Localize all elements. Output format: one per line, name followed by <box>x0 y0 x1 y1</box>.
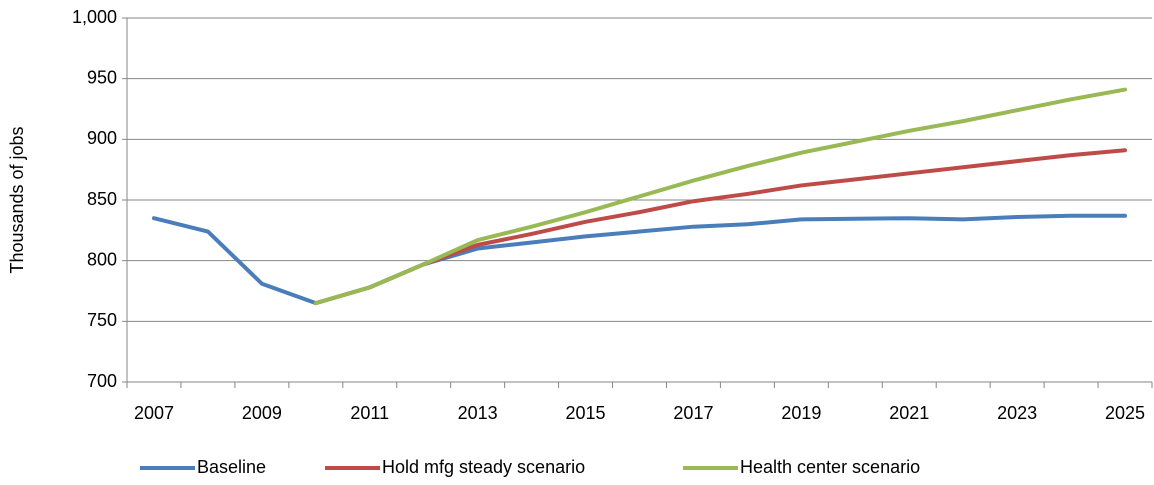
line-series <box>151 213 1128 306</box>
line-series <box>313 87 1128 306</box>
legend-label: Hold mfg steady scenario <box>382 457 585 477</box>
x-tick-label: 2021 <box>889 403 929 423</box>
y-tick-label: 700 <box>87 371 117 391</box>
y-tick-label: 850 <box>87 189 117 209</box>
x-tick-label: 2015 <box>566 403 606 423</box>
y-tick-label: 750 <box>87 310 117 330</box>
x-tick-label: 2019 <box>781 403 821 423</box>
x-tick-label: 2017 <box>673 403 713 423</box>
y-tick-label: 800 <box>87 249 117 269</box>
x-tick-label: 2009 <box>242 403 282 423</box>
x-tick-label: 2013 <box>458 403 498 423</box>
legend-label: Health center scenario <box>740 457 920 477</box>
y-tick-label: 900 <box>87 128 117 148</box>
y-tick-label: 1,000 <box>72 7 117 27</box>
x-tick-label: 2011 <box>350 403 389 423</box>
legend-label: Baseline <box>197 457 266 477</box>
x-tick-label: 2007 <box>134 403 174 423</box>
x-tick-label: 2025 <box>1105 403 1145 423</box>
x-tick-label: 2023 <box>997 403 1037 423</box>
line-series <box>313 148 1128 306</box>
y-axis-label: Thousands of jobs <box>7 126 27 273</box>
y-tick-label: 950 <box>87 67 117 87</box>
